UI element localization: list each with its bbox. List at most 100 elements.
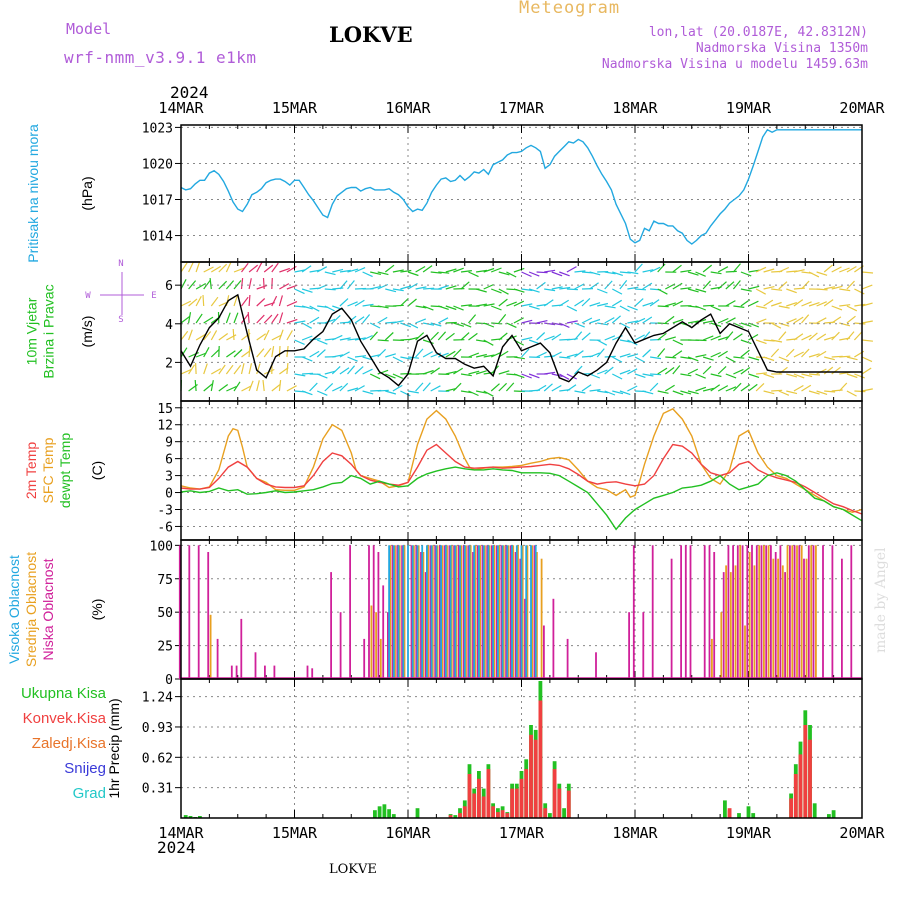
bar-clouds <box>777 558 779 679</box>
wind-barb <box>453 305 464 311</box>
wind-barb <box>256 284 268 290</box>
wind-barb <box>400 285 412 290</box>
wind-barb <box>854 390 866 393</box>
wind-barb <box>717 350 728 358</box>
day-label-top: 14MAR <box>158 99 204 117</box>
precip-legend-4: Grad <box>73 785 106 802</box>
wind-barb <box>733 305 745 308</box>
wind-barb <box>180 300 192 307</box>
wind-barb <box>627 385 638 392</box>
bar-precipitation <box>373 810 377 818</box>
bar-clouds <box>273 665 276 679</box>
bar-precipitation <box>727 808 732 818</box>
wind-barb <box>415 286 427 290</box>
wind-barb <box>748 373 760 378</box>
day-label-top: 15MAR <box>272 99 318 117</box>
wind-barb <box>687 288 699 293</box>
wind-barb <box>839 288 851 292</box>
series-line-temperature-1 <box>180 443 863 515</box>
bar-clouds <box>429 545 432 679</box>
wind-barb <box>793 384 804 392</box>
wind-barb <box>703 304 715 307</box>
day-label-top: 17MAR <box>499 99 545 117</box>
model-name: wrf-nmm_v3.9.1 e1km <box>64 48 257 67</box>
wind-barb <box>475 303 488 307</box>
wind-barb <box>831 266 842 273</box>
wind-barb <box>324 382 334 392</box>
bar-clouds <box>525 545 528 679</box>
wind-barb <box>369 373 381 380</box>
wind-barb <box>846 373 858 379</box>
ylabel-clouds: Srednja Oblacnost <box>23 552 39 667</box>
wind-barb <box>278 345 281 358</box>
wind-barb <box>422 305 434 311</box>
wind-barb <box>634 288 647 291</box>
wind-barb <box>786 318 797 324</box>
wind-barb <box>816 271 828 276</box>
wind-barb <box>286 318 298 324</box>
wind-barb <box>195 296 202 307</box>
wind-barb <box>657 390 669 394</box>
wind-barb <box>195 261 201 273</box>
wind-barb <box>211 368 222 375</box>
bar-precipitation <box>519 778 524 818</box>
wind-barb <box>309 382 318 392</box>
wind-barb <box>755 339 767 345</box>
wind-barb <box>687 390 699 395</box>
wind-barb <box>619 353 631 358</box>
wind-barb <box>861 302 873 307</box>
wind-barb <box>498 271 510 276</box>
wind-barb <box>301 288 313 293</box>
bar-clouds <box>465 545 467 679</box>
bar-clouds <box>746 545 749 679</box>
model-elevation-label: Nadmorska Visina u modelu 1459.63m <box>601 57 868 72</box>
bar-clouds <box>772 558 775 679</box>
wind-barb <box>740 349 750 358</box>
wind-barb <box>672 390 684 396</box>
wind-barb <box>831 305 843 311</box>
bar-clouds <box>460 545 463 679</box>
wind-barb <box>748 333 759 341</box>
wind-barb <box>816 333 827 341</box>
coords-label: lon,lat (20.0187E, 42.8312N) <box>648 25 868 40</box>
wind-barb <box>566 266 577 273</box>
wind-barb <box>195 362 197 375</box>
wind-barb <box>536 320 548 324</box>
y-tick-label: 1020 <box>142 157 173 172</box>
wind-barb <box>430 271 442 274</box>
wind-barb <box>861 271 874 274</box>
wind-barb <box>680 390 692 395</box>
wind-barb <box>589 318 601 324</box>
wind-barb <box>430 331 439 341</box>
wind-barb <box>665 302 676 307</box>
wind-barb <box>695 339 707 342</box>
wind-barb <box>566 288 578 291</box>
wind-barbs <box>180 261 874 397</box>
wind-barb <box>559 373 570 380</box>
bar-precipitation <box>391 814 396 818</box>
wind-barb <box>581 332 591 341</box>
wind-barb <box>475 353 487 358</box>
wind-barb <box>332 334 343 341</box>
wind-barb <box>619 369 631 375</box>
bar-clouds <box>375 612 377 679</box>
wind-barb <box>551 351 562 358</box>
bar-precipitation <box>793 774 798 818</box>
bar-clouds <box>402 545 405 679</box>
wind-barb <box>732 382 742 392</box>
wind-barb <box>650 373 662 376</box>
bar-clouds <box>415 545 418 679</box>
bar-clouds <box>230 665 233 679</box>
wind-barb <box>672 318 684 324</box>
wind-barb <box>226 334 237 341</box>
wind-barb <box>263 347 272 358</box>
wind-barb <box>672 264 682 273</box>
wind-barb <box>233 267 245 273</box>
bar-clouds <box>455 545 458 679</box>
wind-barb <box>256 363 261 375</box>
wind-barb <box>385 288 397 293</box>
wind-barb <box>793 299 804 307</box>
bar-clouds <box>793 545 796 679</box>
wind-barb <box>634 317 646 324</box>
bar-precipitation <box>548 813 552 818</box>
